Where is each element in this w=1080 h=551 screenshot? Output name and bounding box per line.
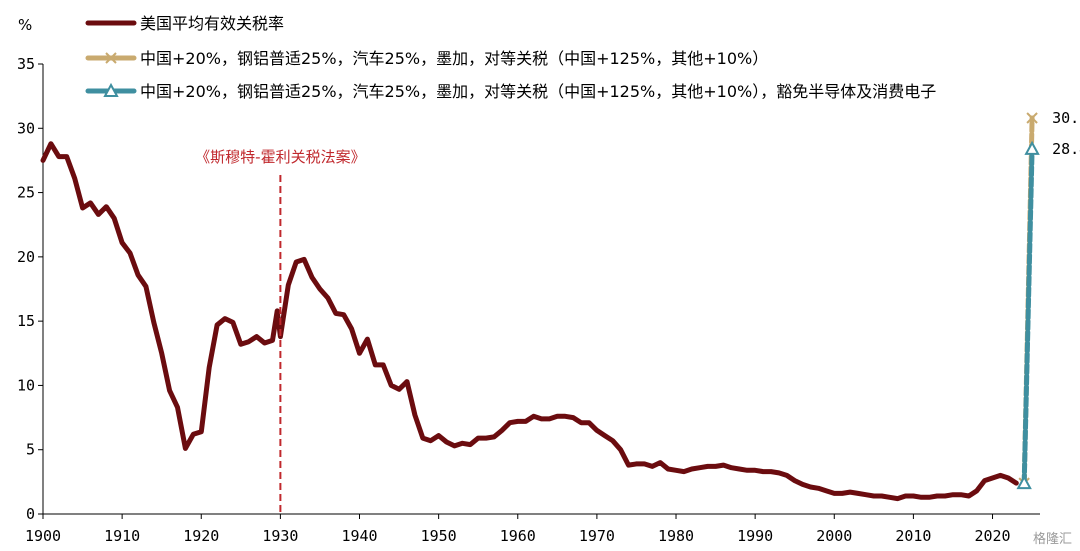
legend-label: 中国+20%，钢铝普适25%，汽车25%，墨加，对等关税（中国+125%，其他+…: [140, 49, 768, 68]
cross-marker: [1026, 112, 1038, 124]
legend-marker-triangle: [103, 82, 119, 97]
axes: 0 5 10 15 20 25 30 35 1900 1910 1920 1930 1940 1950 19…: [17, 16, 1040, 545]
y-tick-label: 20: [17, 248, 35, 266]
triangle-marker: [1024, 140, 1040, 155]
y-tick-label: 25: [17, 184, 35, 202]
series-layer: 30.8 28.4: [40, 109, 1080, 502]
y-axis-unit: %: [18, 16, 32, 34]
triangle-marker: [1016, 475, 1032, 490]
legend-item-2: 中国+20%，钢铝普适25%，汽车25%，墨加，对等关税（中国+125%，其他+…: [85, 49, 768, 68]
x-tick-label: 1900: [25, 527, 61, 545]
end-value-label: 30.8: [1052, 109, 1080, 127]
legend: 美国平均有效关税率中国+20%，钢铝普适25%，汽车25%，墨加，对等关税（中国…: [85, 14, 936, 101]
x-tick-label: 1950: [421, 527, 457, 545]
legend-item-3: 中国+20%，钢铝普适25%，汽车25%，墨加，对等关税（中国+125%，其他+…: [85, 82, 936, 101]
x-tick-label: 2020: [974, 527, 1010, 545]
x-tick-label: 1980: [658, 527, 694, 545]
legend-item-1: 美国平均有效关税率: [85, 14, 284, 33]
y-tick-label: 0: [26, 505, 35, 523]
series-line-3: [1021, 146, 1035, 486]
x-tick-label: 1920: [183, 527, 219, 545]
watermark-logo: 格隆汇: [1032, 532, 1072, 547]
x-tick-label: 2000: [816, 527, 852, 545]
y-tick-label: 10: [17, 376, 35, 394]
x-tick-label: 1930: [262, 527, 298, 545]
x-tick-label: 1960: [500, 527, 536, 545]
legend-label: 美国平均有效关税率: [140, 14, 284, 33]
y-tick-label: 30: [17, 119, 35, 137]
cross-stroke: [1026, 112, 1038, 124]
annotation-label: 《斯穆特-霍利关税法案》: [195, 148, 365, 166]
y-tick-label: 5: [26, 441, 35, 459]
end-value-label: 28.4: [1052, 140, 1080, 158]
legend-marker-cross: [105, 52, 117, 64]
y-tick-label: 15: [17, 312, 35, 330]
x-tick-label: 1910: [104, 527, 140, 545]
x-tick-label: 1990: [737, 527, 773, 545]
annotation-layer: 《斯穆特-霍利关税法案》: [195, 148, 366, 514]
series-line-1: [40, 141, 1019, 502]
x-tick-label: 1970: [579, 527, 615, 545]
x-tick-label: 2010: [895, 527, 931, 545]
legend-label: 中国+20%，钢铝普适25%，汽车25%，墨加，对等关税（中国+125%，其他+…: [140, 82, 936, 101]
y-tick-label: 35: [17, 55, 35, 73]
x-tick-label: 1940: [341, 527, 377, 545]
